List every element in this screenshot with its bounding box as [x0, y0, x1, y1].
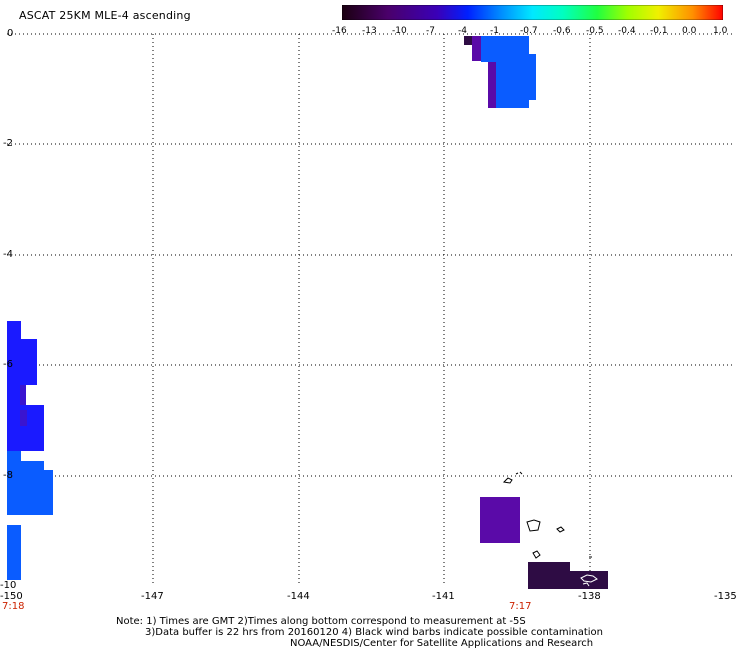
swath-upper [464, 36, 536, 108]
colorbar-label: -0.5 [586, 26, 604, 36]
colorbar-labels: -16 -13 -10 -7 -4 -1 -0.7 -0.6 -0.5 -0.4… [330, 26, 740, 38]
swath-cell [570, 571, 608, 589]
swath-cell [7, 451, 21, 461]
colorbar-label: -13 [362, 26, 377, 36]
colorbar-label: -0.4 [618, 26, 636, 36]
x-axis-label: -135 [714, 591, 737, 602]
colorbar-label: -4 [458, 26, 467, 36]
colorbar-label: -0.1 [650, 26, 668, 36]
x-axis-label: -144 [287, 591, 310, 602]
x-axis-label: -138 [578, 591, 601, 602]
swath-cell [528, 562, 570, 589]
swath-cell [20, 410, 27, 426]
colorbar-label: -10 [392, 26, 407, 36]
gridlines [7, 33, 735, 586]
island-outline [556, 526, 565, 533]
swath-cell [7, 385, 21, 405]
swath-cell [7, 461, 44, 470]
swath-cell [496, 100, 529, 108]
coastlines [502, 471, 598, 587]
y-axis-label: -6 [3, 359, 13, 370]
island-outline [582, 582, 590, 587]
swath-cell [472, 36, 481, 61]
colorbar-label: -7 [426, 26, 435, 36]
x-axis-label: -147 [141, 591, 164, 602]
colorbar-label: -1 [490, 26, 499, 36]
island-outline [580, 574, 598, 583]
swath-cell [7, 321, 21, 339]
swath-cell [488, 62, 496, 108]
swath-cell [20, 385, 26, 405]
footer-credit: NOAA/NESDIS/Center for Satellite Applica… [290, 638, 594, 649]
y-axis-label: -4 [3, 249, 13, 260]
colorbar-label: -0.7 [520, 26, 538, 36]
y-axis-label: 0 [7, 28, 14, 39]
colorbar-label: 1.0 [713, 26, 728, 36]
y-axis-label: -8 [3, 470, 13, 481]
y-axis-label: -2 [3, 138, 13, 149]
footer-note-line1: Note: 1) Times are GMT 2)Times along bot… [116, 616, 526, 627]
swath-lower-right [480, 497, 608, 589]
swath-cell [7, 339, 37, 385]
swath-cell [480, 497, 520, 543]
y-axis-label: -10 [0, 580, 17, 591]
colorbar-label: -0.6 [553, 26, 571, 36]
x-axis-label: -150 [0, 591, 23, 602]
island-outline [515, 472, 519, 475]
island-outline [526, 519, 541, 532]
island-outline [532, 550, 541, 559]
map-title: ASCAT 25KM MLE-4 ascending [19, 9, 191, 22]
island-outline [502, 477, 513, 484]
time-label-right: 7:17 [509, 601, 532, 612]
island-outline [519, 471, 523, 475]
colorbar-label: 0.0 [682, 26, 697, 36]
swath-cell [7, 470, 53, 515]
footer-note-line2: 3)Data buffer is 22 hrs from 20160120 4)… [145, 627, 603, 638]
x-axis-label: -141 [432, 591, 455, 602]
time-label-left: 7:18 [2, 601, 25, 612]
colorbar-label: -16 [332, 26, 347, 36]
swath-cell [7, 525, 21, 580]
swath-cell [464, 36, 472, 45]
swath-cell [481, 54, 536, 62]
swath-cell [481, 36, 529, 54]
swath-left [7, 321, 53, 580]
